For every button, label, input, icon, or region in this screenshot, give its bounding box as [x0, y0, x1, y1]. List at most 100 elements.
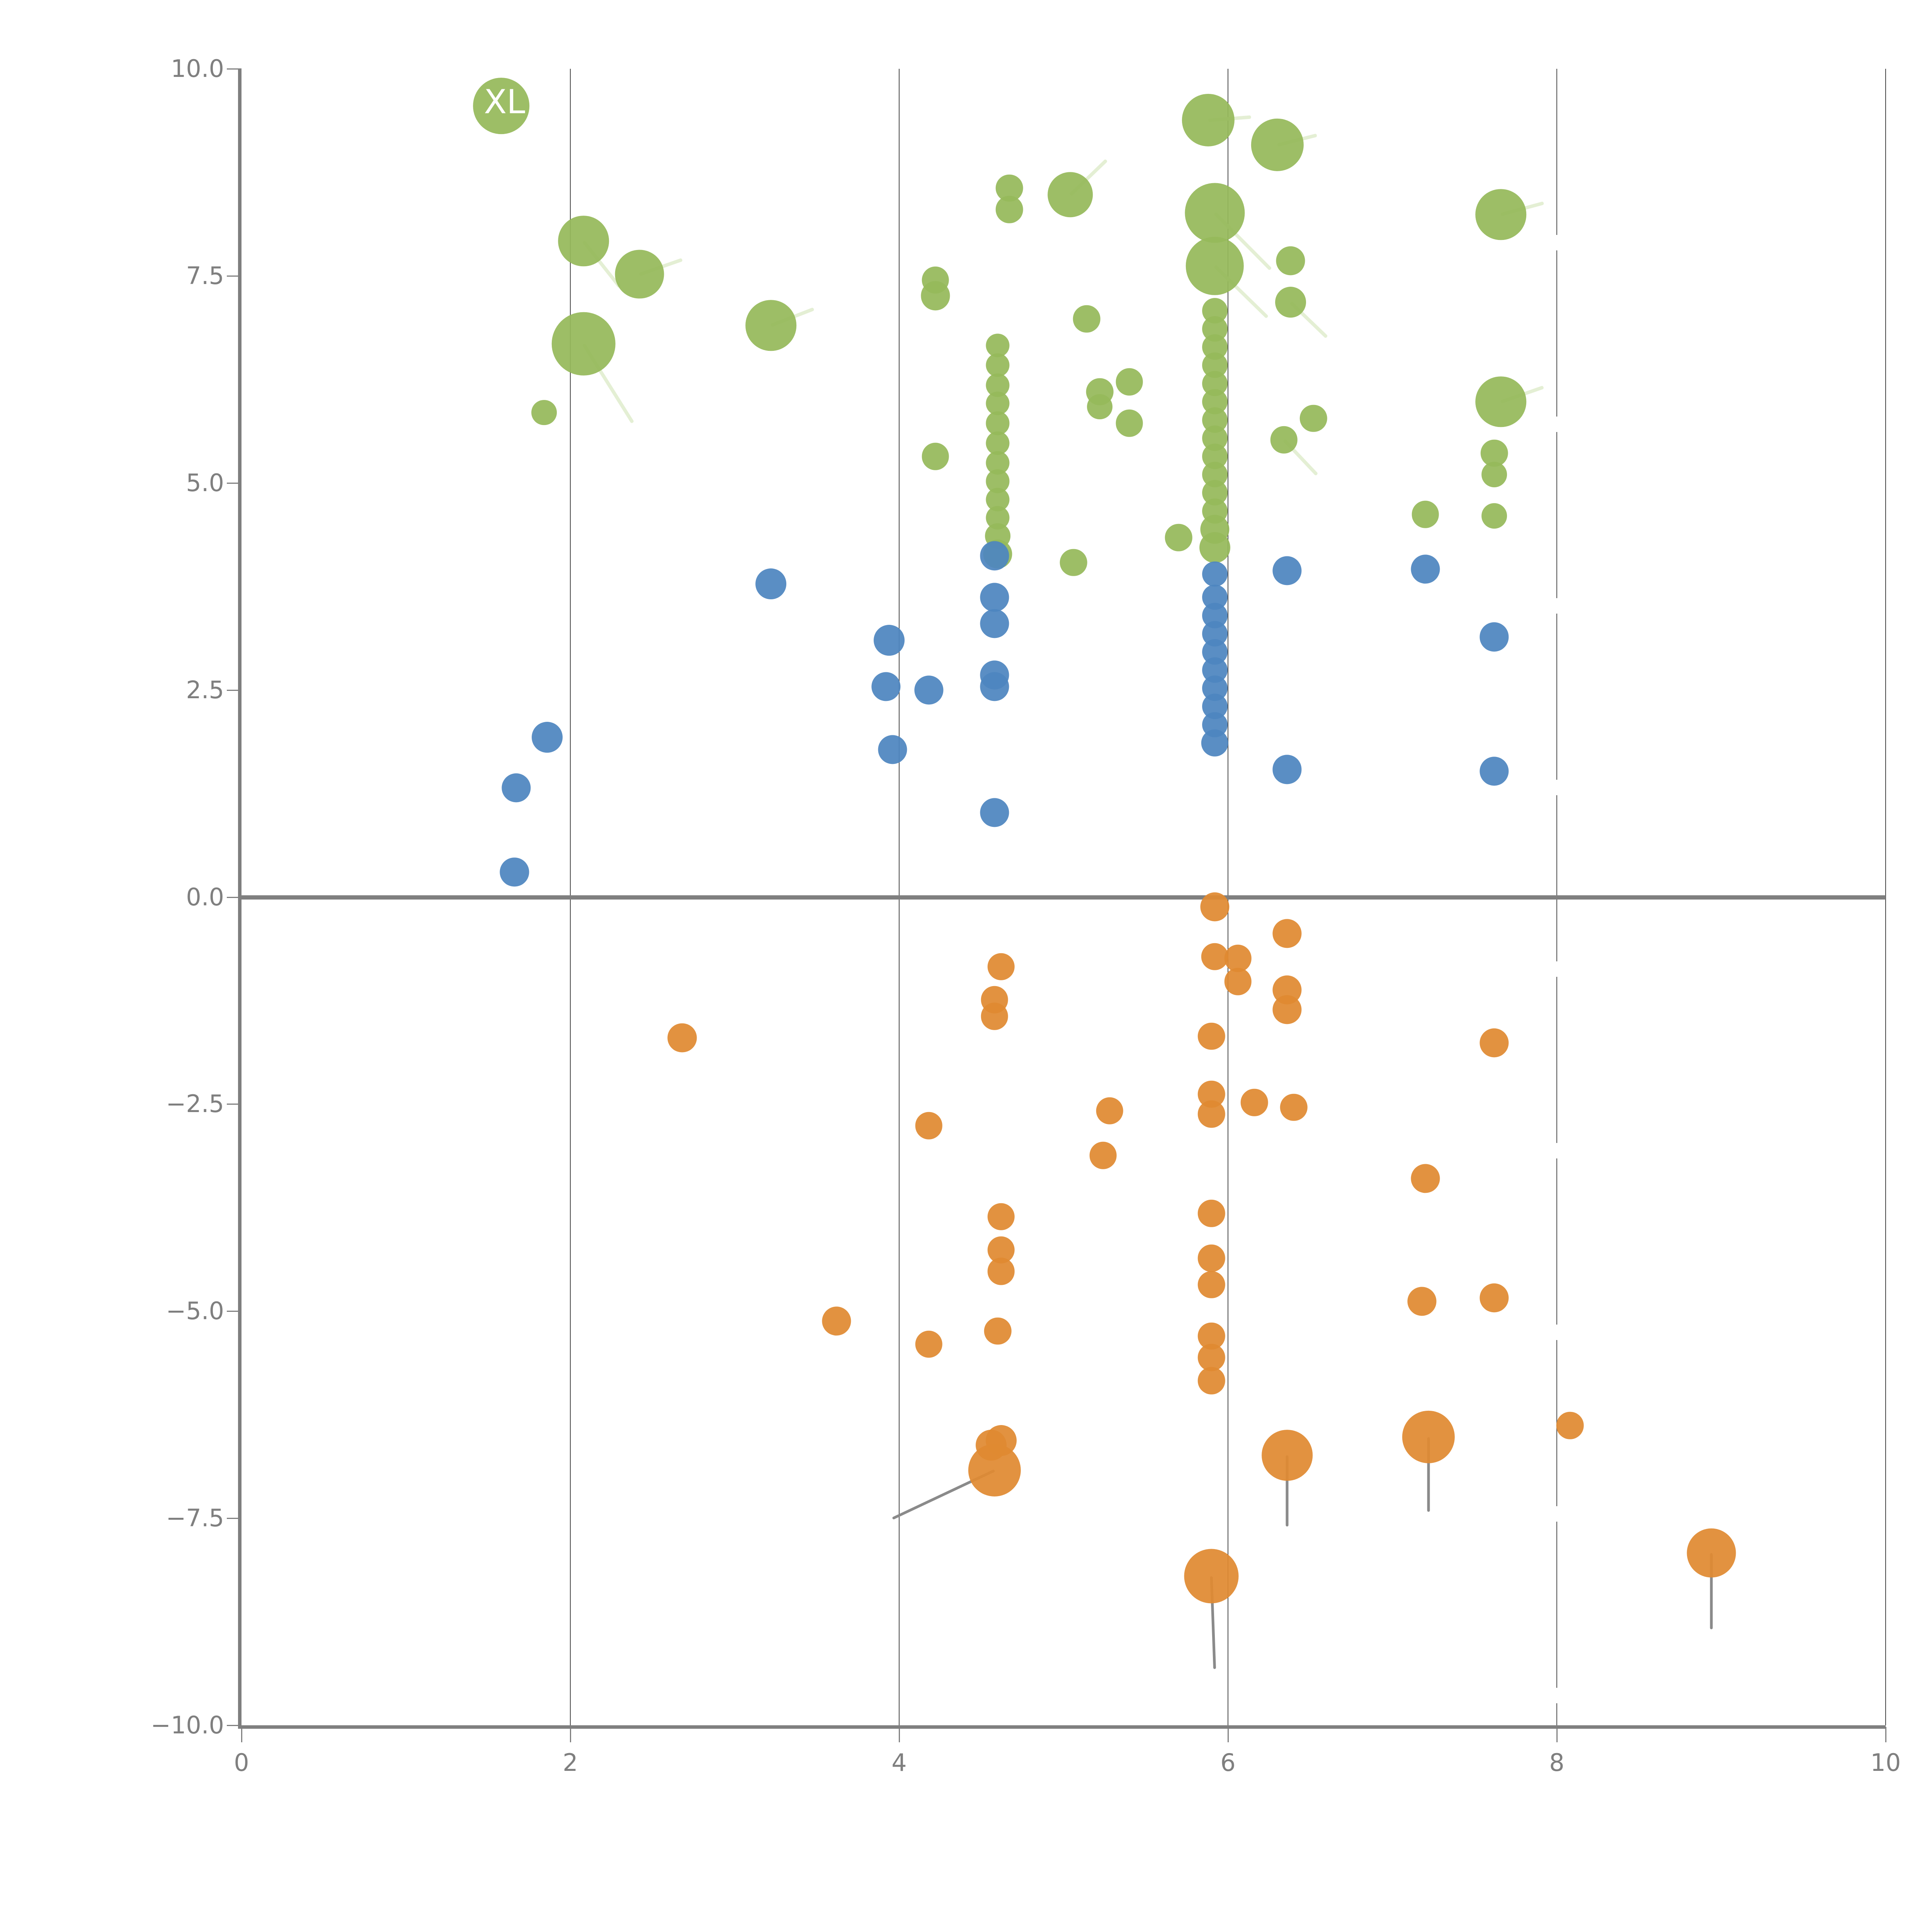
- data-point-green[interactable]: [986, 431, 1010, 455]
- x-tick-3: [1228, 1727, 1229, 1742]
- y-tick-label-8: −10.0: [151, 1711, 224, 1739]
- data-point-green[interactable]: [558, 216, 609, 267]
- data-point-orange[interactable]: [981, 1002, 1009, 1030]
- data-point-green[interactable]: [1116, 368, 1143, 396]
- data-point-blue[interactable]: [980, 672, 1009, 701]
- data-point-orange[interactable]: [915, 1112, 942, 1139]
- data-point-green[interactable]: [921, 281, 950, 310]
- data-point-orange[interactable]: [822, 1306, 851, 1336]
- data-point-orange[interactable]: [1272, 919, 1302, 948]
- data-point-orange[interactable]: [987, 953, 1015, 980]
- data-point-orange[interactable]: [1089, 1142, 1117, 1169]
- data-point-orange[interactable]: [1198, 1022, 1225, 1050]
- data-point-green[interactable]: [615, 250, 664, 299]
- data-point-orange[interactable]: [1556, 1412, 1584, 1439]
- x-tick-5: [1885, 1727, 1886, 1742]
- data-point-green[interactable]: [986, 411, 1010, 435]
- data-point-green[interactable]: [1276, 246, 1305, 276]
- data-point-blue[interactable]: [500, 857, 529, 887]
- data-point-orange[interactable]: [1262, 1430, 1313, 1481]
- data-point-green[interactable]: [1185, 236, 1244, 295]
- y-tick-6: [227, 1311, 242, 1312]
- data-point-green[interactable]: [531, 400, 557, 425]
- data-point-green[interactable]: [986, 333, 1010, 357]
- y-tick-label-5: −2.5: [166, 1090, 224, 1118]
- data-point-green[interactable]: [1087, 394, 1113, 420]
- data-point-green[interactable]: [1481, 462, 1507, 488]
- data-point-orange[interactable]: [1198, 1344, 1225, 1371]
- data-point-orange[interactable]: [1272, 995, 1302, 1024]
- data-point-orange[interactable]: [987, 1258, 1015, 1285]
- data-point-green[interactable]: [1300, 405, 1327, 432]
- data-point-blue[interactable]: [1272, 755, 1302, 784]
- data-point-orange[interactable]: [984, 1317, 1012, 1345]
- data-point-green[interactable]: [1475, 189, 1527, 240]
- data-point-blue[interactable]: [1480, 757, 1509, 786]
- data-point-orange[interactable]: [667, 1023, 697, 1053]
- data-point-blue[interactable]: [878, 735, 907, 764]
- data-point-orange[interactable]: [1687, 1528, 1736, 1578]
- data-point-orange[interactable]: [1480, 1283, 1509, 1313]
- data-point-orange[interactable]: [1096, 1097, 1123, 1124]
- data-point-blue[interactable]: [874, 625, 905, 656]
- data-point-blue[interactable]: [1480, 622, 1509, 652]
- data-point-green[interactable]: [1185, 183, 1245, 243]
- data-point-orange[interactable]: [1198, 1200, 1225, 1227]
- data-point-green[interactable]: [1199, 532, 1230, 563]
- data-point-blue[interactable]: [980, 798, 1009, 827]
- data-point-green[interactable]: [1251, 119, 1304, 172]
- data-point-orange[interactable]: [1198, 1100, 1225, 1128]
- data-point-green[interactable]: [1182, 94, 1235, 147]
- data-point-blue[interactable]: [501, 773, 531, 803]
- data-point-orange[interactable]: [1407, 1286, 1437, 1316]
- data-point-green[interactable]: [1270, 426, 1298, 454]
- data-point-blue[interactable]: [980, 582, 1009, 612]
- data-point-green[interactable]: [473, 78, 530, 134]
- data-point-orange[interactable]: [1402, 1410, 1455, 1464]
- data-point-orange[interactable]: [1198, 1244, 1225, 1272]
- data-point-orange[interactable]: [1240, 1088, 1268, 1116]
- data-point-orange[interactable]: [1198, 1367, 1225, 1395]
- data-point-green[interactable]: [995, 196, 1023, 223]
- data-point-green[interactable]: [745, 300, 796, 351]
- data-point-green[interactable]: [1047, 172, 1093, 218]
- data-point-green[interactable]: [551, 312, 616, 376]
- data-point-blue[interactable]: [914, 675, 944, 705]
- data-point-green[interactable]: [922, 442, 949, 470]
- data-point-orange[interactable]: [1280, 1094, 1308, 1121]
- data-point-orange[interactable]: [1184, 1549, 1239, 1604]
- data-point-orange[interactable]: [1224, 968, 1252, 995]
- data-point-green[interactable]: [986, 353, 1010, 377]
- data-point-green[interactable]: [1481, 503, 1507, 529]
- data-point-orange[interactable]: [1201, 943, 1229, 971]
- data-point-blue[interactable]: [532, 721, 563, 753]
- data-point-green[interactable]: [1475, 376, 1527, 427]
- data-point-orange[interactable]: [1198, 1271, 1225, 1298]
- data-point-orange[interactable]: [968, 1444, 1021, 1497]
- data-point-orange[interactable]: [1480, 1028, 1509, 1058]
- data-point-orange[interactable]: [1411, 1164, 1440, 1193]
- y-tick-label-1: 7.5: [186, 261, 224, 290]
- data-point-blue[interactable]: [980, 541, 1009, 570]
- data-point-green[interactable]: [1116, 410, 1143, 437]
- data-point-green[interactable]: [1412, 500, 1439, 528]
- data-point-orange[interactable]: [1200, 892, 1230, 922]
- data-point-orange[interactable]: [915, 1330, 942, 1358]
- data-point-blue[interactable]: [1201, 729, 1229, 757]
- data-point-green[interactable]: [1060, 549, 1087, 576]
- data-point-blue[interactable]: [755, 568, 787, 600]
- data-point-orange[interactable]: [1224, 944, 1252, 972]
- x-tick-label-1: 2: [563, 1748, 578, 1777]
- data-point-blue[interactable]: [871, 672, 901, 701]
- data-point-green[interactable]: [1073, 305, 1100, 333]
- data-point-blue[interactable]: [1272, 556, 1302, 585]
- data-point-orange[interactable]: [987, 1203, 1015, 1231]
- data-point-green[interactable]: [986, 391, 1010, 415]
- data-point-green[interactable]: [1275, 287, 1306, 318]
- data-point-blue[interactable]: [1411, 554, 1440, 584]
- y-tick-5: [227, 1104, 242, 1105]
- data-point-green[interactable]: [1165, 524, 1192, 551]
- data-point-blue[interactable]: [980, 609, 1009, 638]
- data-point-blue[interactable]: [1202, 561, 1228, 587]
